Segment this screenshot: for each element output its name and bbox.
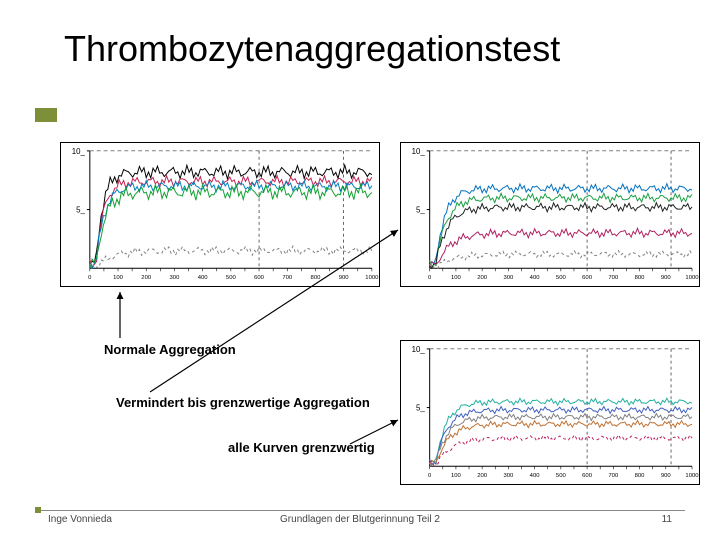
svg-text:5_: 5_ xyxy=(76,206,85,215)
caption-normal: Normale Aggregation xyxy=(104,342,236,357)
svg-text:100: 100 xyxy=(451,473,462,479)
slide-title: Thrombozytenaggregationstest xyxy=(64,28,560,70)
footer-page: 11 xyxy=(662,514,672,525)
caption-reduced: Vermindert bis grenzwertige Aggregation xyxy=(116,395,370,410)
svg-text:500: 500 xyxy=(556,473,567,479)
svg-text:300: 300 xyxy=(503,275,514,281)
svg-text:1000: 1000 xyxy=(685,473,699,479)
svg-text:200: 200 xyxy=(477,275,488,281)
svg-text:800: 800 xyxy=(635,275,646,281)
svg-text:700: 700 xyxy=(608,473,619,479)
chart-borderline: 5_ 10_ 0 100 200 300 400 500 600 700 800 900 1000 xyxy=(400,340,700,485)
svg-text:0: 0 xyxy=(428,473,432,479)
accent-bar xyxy=(35,108,57,122)
svg-text:1000: 1000 xyxy=(365,275,379,281)
slide: Thrombozytenaggregationstest 5_ 10_ 0 100 20… xyxy=(0,0,720,540)
svg-text:700: 700 xyxy=(282,275,293,281)
svg-text:400: 400 xyxy=(198,275,209,281)
svg-text:0: 0 xyxy=(428,275,432,281)
svg-text:300: 300 xyxy=(503,473,514,479)
svg-text:900: 900 xyxy=(339,275,350,281)
svg-text:10_: 10_ xyxy=(412,345,426,354)
caption-borderline: alle Kurven grenzwertig xyxy=(228,440,375,455)
svg-text:5_: 5_ xyxy=(416,206,425,215)
chart-normal: 5_ 10_ 0 100 200 300 400 500 600 700 800 900 1000 xyxy=(60,142,380,287)
svg-text:600: 600 xyxy=(582,473,593,479)
svg-text:10_: 10_ xyxy=(72,147,86,156)
svg-text:5_: 5_ xyxy=(416,404,425,413)
svg-text:300: 300 xyxy=(170,275,181,281)
svg-text:500: 500 xyxy=(556,275,567,281)
svg-text:900: 900 xyxy=(661,473,672,479)
footer-divider xyxy=(35,510,685,511)
svg-text:400: 400 xyxy=(530,275,541,281)
svg-text:500: 500 xyxy=(226,275,237,281)
svg-text:700: 700 xyxy=(608,275,619,281)
svg-text:900: 900 xyxy=(661,275,672,281)
svg-text:100: 100 xyxy=(451,275,462,281)
svg-text:400: 400 xyxy=(530,473,541,479)
svg-text:600: 600 xyxy=(582,275,593,281)
svg-text:200: 200 xyxy=(141,275,152,281)
chart-reduced: 5_ 10_ 0 100 200 300 400 500 600 700 800 900 1000 xyxy=(400,142,700,287)
svg-text:0: 0 xyxy=(88,275,92,281)
svg-text:100: 100 xyxy=(113,275,124,281)
svg-text:10_: 10_ xyxy=(412,147,426,156)
svg-text:800: 800 xyxy=(635,473,646,479)
svg-text:600: 600 xyxy=(254,275,265,281)
footer-subtitle: Grundlagen der Blutgerinnung Teil 2 xyxy=(0,514,720,525)
svg-text:800: 800 xyxy=(311,275,322,281)
footer: Inge Vonnieda Grundlagen der Blutgerinnu… xyxy=(0,510,720,530)
svg-text:1000: 1000 xyxy=(685,275,699,281)
svg-text:200: 200 xyxy=(477,473,488,479)
footer-accent-dot xyxy=(35,507,41,513)
